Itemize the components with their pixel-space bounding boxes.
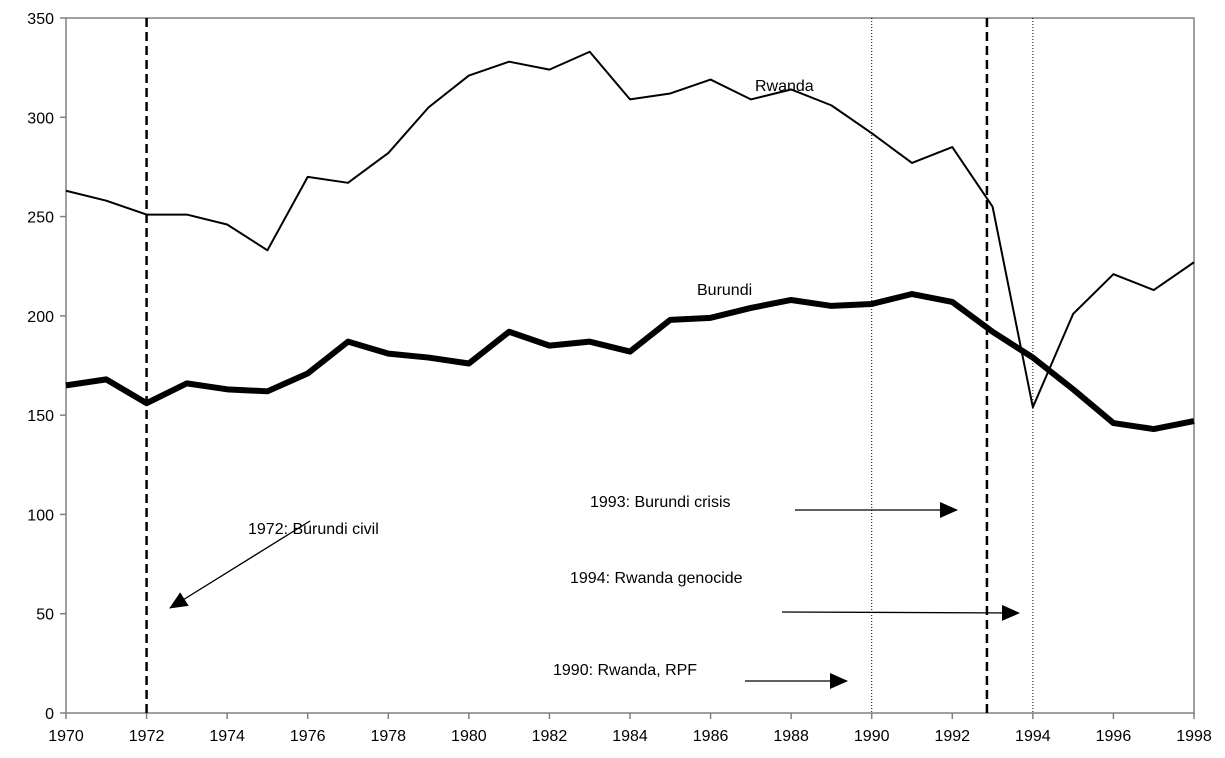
x-tick-label: 1972	[129, 728, 165, 745]
series-label: Rwanda	[755, 78, 814, 95]
annotation-arrow	[781, 604, 1020, 621]
series-line	[65, 291, 1195, 433]
y-tick-label: 50	[36, 607, 54, 624]
y-tick-label: 300	[27, 110, 54, 127]
x-tick-label: 1988	[773, 728, 809, 745]
x-tick-label: 1982	[532, 728, 568, 745]
annotation: 1994: Rwanda genocide	[570, 570, 743, 587]
y-tick-label: 100	[27, 507, 54, 524]
x-tick-label: 1996	[1096, 728, 1132, 745]
y-tick-label: 150	[27, 408, 54, 425]
series-line	[65, 50, 1195, 409]
y-tick-label: 200	[27, 309, 54, 326]
x-tick-label: 1980	[451, 728, 487, 745]
y-tick-label: 250	[27, 210, 54, 227]
plot: 0 50 100 150 200 250 300 350 1970 1972 1974 1976 197…	[27, 11, 1212, 745]
x-tick-label: 1990	[854, 728, 890, 745]
x-tick-label: 1998	[1176, 728, 1212, 745]
x-tick-label: 1974	[209, 728, 245, 745]
annotation: 1990: Rwanda, RPF	[553, 662, 697, 679]
y-tick-label: 0	[45, 706, 54, 723]
y-tick-label: 350	[27, 11, 54, 28]
series-label: Burundi	[697, 282, 752, 299]
x-tick-label: 1994	[1015, 728, 1051, 745]
x-tick-label: 1984	[612, 728, 648, 745]
x-tick-label: 1992	[934, 728, 970, 745]
x-tick-label: 1970	[48, 728, 84, 745]
annotation-arrow	[169, 520, 311, 609]
x-tick-label: 1986	[693, 728, 729, 745]
annotation: 1993: Burundi crisis	[590, 494, 731, 511]
x-tick-label: 1976	[290, 728, 326, 745]
annotation: 1972: Burundi civil	[248, 521, 379, 538]
x-tick-label: 1978	[370, 728, 406, 745]
